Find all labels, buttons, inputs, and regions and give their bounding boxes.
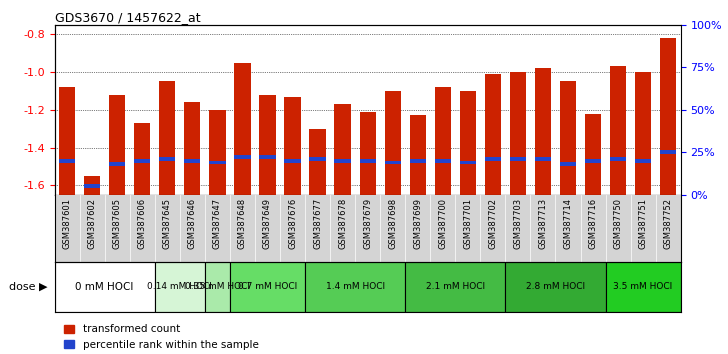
Bar bbox=[205, 262, 230, 312]
Bar bbox=[334, 104, 351, 195]
Bar bbox=[309, 129, 325, 195]
Bar bbox=[606, 262, 681, 312]
Bar bbox=[510, 157, 526, 161]
Text: GSM387649: GSM387649 bbox=[263, 198, 272, 249]
Bar bbox=[59, 87, 75, 195]
Bar bbox=[259, 155, 276, 159]
Bar bbox=[384, 161, 401, 164]
Text: GSM387601: GSM387601 bbox=[63, 198, 71, 249]
Bar bbox=[209, 110, 226, 195]
Text: 0.14 mM HOCl: 0.14 mM HOCl bbox=[147, 282, 213, 291]
Bar bbox=[485, 157, 501, 161]
Bar bbox=[184, 159, 200, 162]
Text: GSM387676: GSM387676 bbox=[288, 198, 297, 249]
Bar bbox=[159, 157, 175, 161]
Bar bbox=[134, 123, 151, 195]
Text: GSM387699: GSM387699 bbox=[414, 198, 422, 249]
Bar bbox=[55, 262, 155, 312]
Text: 2.1 mM HOCl: 2.1 mM HOCl bbox=[426, 282, 485, 291]
Bar bbox=[610, 157, 626, 161]
Bar bbox=[285, 97, 301, 195]
Bar bbox=[505, 262, 606, 312]
Text: GDS3670 / 1457622_at: GDS3670 / 1457622_at bbox=[55, 11, 200, 24]
Bar bbox=[635, 159, 652, 162]
Text: GSM387698: GSM387698 bbox=[388, 198, 397, 249]
Bar bbox=[560, 162, 576, 166]
Bar bbox=[585, 114, 601, 195]
Bar bbox=[159, 81, 175, 195]
Bar bbox=[535, 157, 551, 161]
Bar bbox=[285, 159, 301, 162]
Bar bbox=[610, 66, 626, 195]
Bar bbox=[209, 161, 226, 164]
Text: 0 mM HOCl: 0 mM HOCl bbox=[76, 282, 134, 292]
Text: GSM387645: GSM387645 bbox=[163, 198, 172, 249]
Bar bbox=[234, 63, 250, 195]
Bar bbox=[485, 74, 501, 195]
Text: GSM387602: GSM387602 bbox=[87, 198, 97, 249]
Bar bbox=[109, 95, 125, 195]
Bar bbox=[259, 95, 276, 195]
Text: GSM387606: GSM387606 bbox=[138, 198, 147, 249]
Bar bbox=[635, 72, 652, 195]
Text: GSM387751: GSM387751 bbox=[638, 198, 648, 249]
Text: GSM387716: GSM387716 bbox=[588, 198, 598, 249]
Bar bbox=[660, 150, 676, 154]
Bar bbox=[435, 87, 451, 195]
Text: GSM387700: GSM387700 bbox=[438, 198, 447, 249]
Bar bbox=[155, 262, 205, 312]
Bar bbox=[660, 38, 676, 195]
Text: GSM387713: GSM387713 bbox=[539, 198, 547, 249]
Text: GSM387647: GSM387647 bbox=[213, 198, 222, 249]
Text: GSM387701: GSM387701 bbox=[463, 198, 472, 249]
Bar bbox=[585, 159, 601, 162]
Text: GSM387605: GSM387605 bbox=[113, 198, 122, 249]
Bar bbox=[59, 159, 75, 162]
Bar bbox=[384, 91, 401, 195]
Bar bbox=[360, 159, 376, 162]
Text: 3.5 mM HOCl: 3.5 mM HOCl bbox=[614, 282, 673, 291]
Bar bbox=[410, 115, 426, 195]
Bar bbox=[405, 262, 505, 312]
Bar bbox=[560, 81, 576, 195]
Text: 0.35 mM HOCl: 0.35 mM HOCl bbox=[185, 282, 250, 291]
Text: GSM387678: GSM387678 bbox=[338, 198, 347, 249]
Text: GSM387752: GSM387752 bbox=[664, 198, 673, 249]
Bar bbox=[459, 91, 476, 195]
Bar bbox=[84, 176, 100, 195]
Bar bbox=[309, 157, 325, 161]
Text: dose ▶: dose ▶ bbox=[9, 282, 47, 292]
Bar bbox=[230, 262, 305, 312]
Bar bbox=[84, 184, 100, 188]
Text: GSM387703: GSM387703 bbox=[513, 198, 523, 249]
Text: GSM387714: GSM387714 bbox=[563, 198, 572, 249]
Text: 2.8 mM HOCl: 2.8 mM HOCl bbox=[526, 282, 585, 291]
Bar bbox=[459, 161, 476, 164]
Text: GSM387702: GSM387702 bbox=[488, 198, 497, 249]
Legend: transformed count, percentile rank within the sample: transformed count, percentile rank withi… bbox=[60, 320, 263, 354]
Text: GSM387648: GSM387648 bbox=[238, 198, 247, 249]
Text: GSM387646: GSM387646 bbox=[188, 198, 197, 249]
Text: 0.7 mM HOCl: 0.7 mM HOCl bbox=[238, 282, 297, 291]
Bar bbox=[410, 159, 426, 162]
Bar bbox=[510, 72, 526, 195]
Bar bbox=[435, 159, 451, 162]
Bar bbox=[334, 159, 351, 162]
Bar bbox=[184, 102, 200, 195]
Text: GSM387750: GSM387750 bbox=[614, 198, 622, 249]
Bar bbox=[305, 262, 405, 312]
Bar bbox=[535, 68, 551, 195]
Text: GSM387677: GSM387677 bbox=[313, 198, 322, 249]
Text: GSM387679: GSM387679 bbox=[363, 198, 372, 249]
Text: 1.4 mM HOCl: 1.4 mM HOCl bbox=[325, 282, 384, 291]
Bar bbox=[109, 162, 125, 166]
Bar bbox=[234, 155, 250, 159]
Bar bbox=[134, 159, 151, 162]
Bar bbox=[360, 112, 376, 195]
